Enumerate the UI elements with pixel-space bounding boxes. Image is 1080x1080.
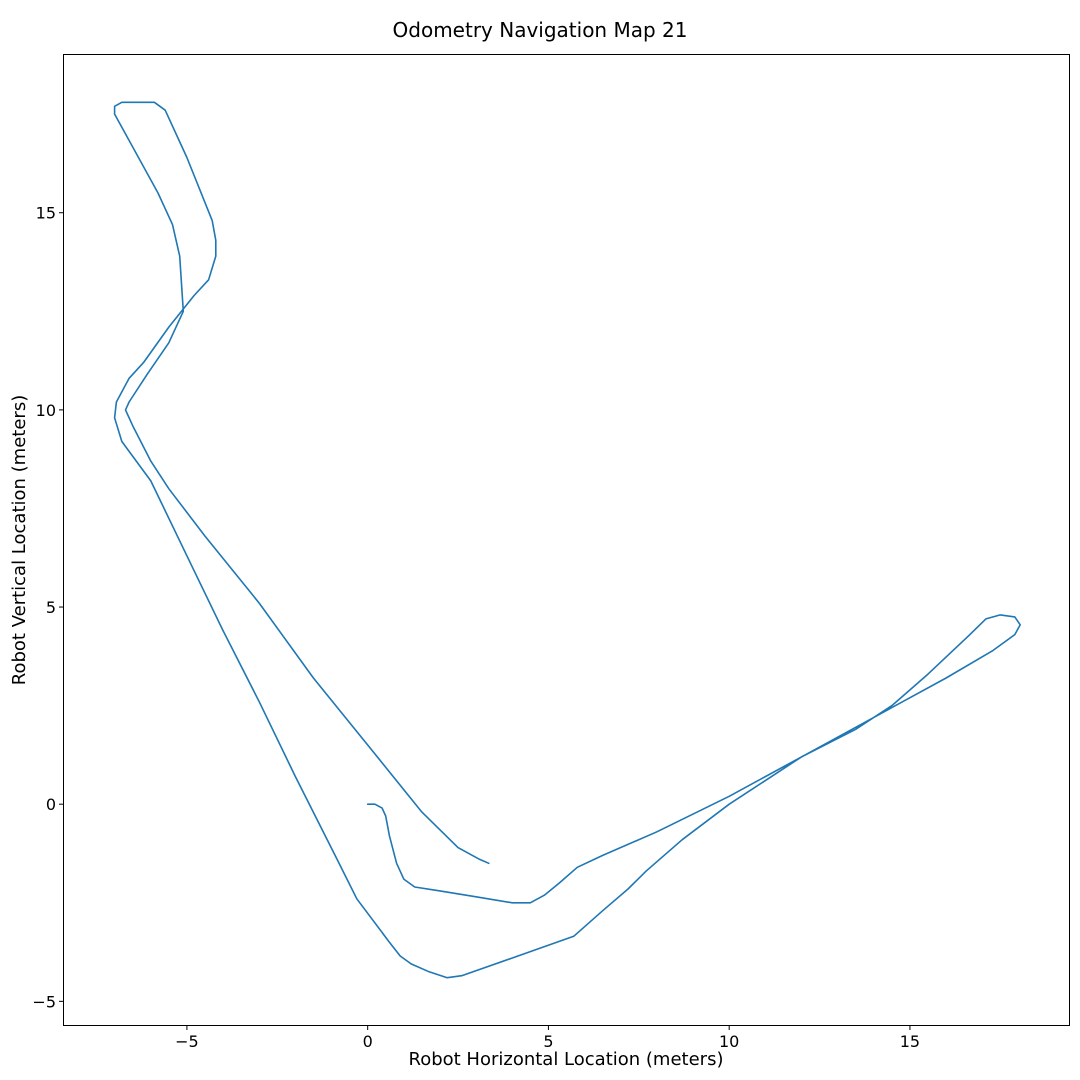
y-tick-label: −5 [32,992,56,1011]
y-tick-label: 5 [46,598,56,617]
trajectory-line [113,101,1021,979]
x-tick-label: 0 [363,1032,373,1051]
plot-area [113,101,1021,979]
x-axis-label: Robot Horizontal Location (meters) [409,1049,724,1070]
y-axis: −5 0 5 10 15 [32,204,64,1011]
x-axis: −5 0 5 10 15 [175,1025,920,1051]
x-tick-label: 10 [719,1032,739,1051]
chart-title: Odometry Navigation Map 21 [393,18,688,42]
y-axis-label: Robot Vertical Location (meters) [9,395,30,685]
y-tick-label: 10 [36,401,56,420]
x-tick-label: 15 [900,1032,920,1051]
y-tick-label: 0 [46,795,56,814]
axes-frame [63,54,1070,1026]
x-tick-label: 5 [543,1032,553,1051]
y-tick-label: 15 [36,204,56,223]
x-tick-label: −5 [175,1032,199,1051]
